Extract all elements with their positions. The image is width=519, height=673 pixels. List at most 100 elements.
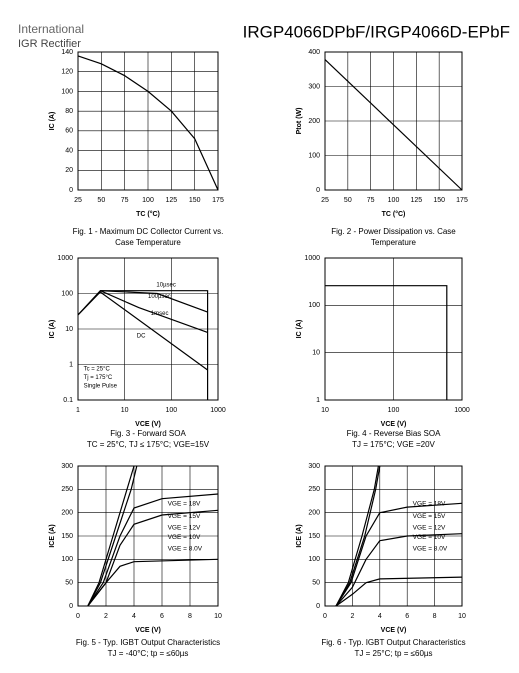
x-tick-label: 100 — [142, 197, 154, 204]
x-axis-label: VCE (V) — [381, 627, 407, 634]
x-tick-label: 175 — [456, 197, 468, 204]
y-tick-label: 100 — [308, 556, 320, 563]
x-tick-label: 6 — [405, 613, 409, 620]
x-tick-label: 6 — [160, 613, 164, 620]
curve — [77, 291, 208, 371]
x-tick-label: 50 — [344, 197, 352, 204]
y-tick-label: 50 — [65, 580, 73, 587]
x-axis-label: TC (°C) — [382, 210, 406, 218]
curve — [77, 55, 219, 191]
y-tick-label: 80 — [65, 108, 73, 115]
y-tick-label: 1000 — [57, 255, 73, 262]
y-tick-label: 200 — [61, 510, 73, 517]
annotation: 1msec — [151, 311, 169, 317]
y-tick-label: 300 — [61, 463, 73, 470]
y-tick-label: 40 — [65, 147, 73, 154]
curve — [100, 290, 208, 333]
x-tick-label: 125 — [410, 197, 422, 204]
plot-frame — [324, 257, 463, 401]
plot-frame — [324, 465, 463, 607]
y-axis-label: ICE (A) — [49, 524, 56, 547]
curve — [87, 558, 219, 607]
curve — [324, 59, 463, 191]
curve-label: VGE = 10V — [413, 534, 446, 541]
figure-caption: Fig. 4 - Reverse Bias SOA — [347, 429, 441, 438]
curve-label: VGE = 10V — [168, 534, 201, 541]
annotation: Single Pulse — [84, 383, 118, 389]
figure-caption: Fig. 5 - Typ. IGBT Output Characteristic… — [76, 638, 220, 647]
figure-caption: TJ = 175°C; VGE =20V — [352, 440, 435, 449]
x-tick-label: 8 — [433, 613, 437, 620]
y-tick-label: 100 — [308, 152, 320, 159]
curve — [100, 290, 208, 313]
curve-label: VGE = 8.0V — [413, 545, 448, 552]
curve — [335, 533, 463, 607]
curve — [335, 576, 463, 607]
x-tick-label: 2 — [104, 613, 108, 620]
figure-caption: TJ = -40°C; tp = ≤60µs — [108, 649, 189, 658]
x-axis-label: VCE (V) — [135, 627, 161, 634]
x-tick-label: 100 — [388, 407, 400, 414]
company-logo: IGR Rectifier — [18, 38, 81, 50]
figure-caption: Fig. 1 - Maximum DC Collector Current vs… — [73, 227, 224, 236]
annotation: 10µsec — [156, 283, 175, 289]
x-tick-label: 4 — [378, 613, 382, 620]
y-tick-label: 250 — [308, 486, 320, 493]
figure-caption: TC = 25°C, TJ ≤ 175°C; VGE=15V — [87, 440, 210, 449]
curve — [325, 285, 448, 400]
y-tick-label: 60 — [65, 128, 73, 135]
y-axis-label: Ptot (W) — [296, 108, 303, 135]
x-tick-label: 10 — [458, 613, 466, 620]
x-tick-label: 25 — [74, 197, 82, 204]
x-tick-label: 1000 — [454, 407, 470, 414]
x-tick-label: 100 — [165, 407, 177, 414]
y-tick-label: 10 — [65, 326, 73, 333]
y-tick-label: 200 — [308, 510, 320, 517]
y-axis-label: IC (A) — [296, 320, 303, 339]
y-tick-label: 400 — [308, 49, 320, 56]
x-tick-label: 175 — [212, 197, 224, 204]
x-tick-label: 150 — [433, 197, 445, 204]
x-axis-label: VCE (V) — [381, 421, 407, 428]
x-tick-label: 75 — [121, 197, 129, 204]
annotation: Tj = 175°C — [84, 375, 113, 381]
y-tick-label: 300 — [308, 83, 320, 90]
x-tick-label: 100 — [388, 197, 400, 204]
x-tick-label: 8 — [188, 613, 192, 620]
y-tick-label: 10 — [312, 350, 320, 357]
y-tick-label: 100 — [61, 88, 73, 95]
x-tick-label: 0 — [76, 613, 80, 620]
x-tick-label: 1 — [76, 407, 80, 414]
x-tick-label: 75 — [367, 197, 375, 204]
y-tick-label: 1000 — [304, 255, 320, 262]
curve-label: VGE = 15V — [168, 513, 201, 520]
x-tick-label: 1000 — [210, 407, 226, 414]
x-tick-label: 10 — [321, 407, 329, 414]
y-tick-label: 140 — [61, 49, 73, 56]
x-tick-label: 10 — [121, 407, 129, 414]
x-tick-label: 25 — [321, 197, 329, 204]
annotation: 100µsec — [148, 294, 171, 300]
plot-frame — [77, 465, 219, 607]
y-tick-label: 0 — [316, 603, 320, 610]
curve — [335, 465, 381, 607]
y-tick-label: 100 — [61, 556, 73, 563]
curve-label: VGE = 12V — [168, 524, 201, 531]
curve — [335, 465, 379, 607]
x-tick-label: 10 — [214, 613, 222, 620]
y-tick-label: 0 — [69, 603, 73, 610]
figure-caption: Case Temperature — [115, 238, 181, 247]
y-tick-label: 100 — [61, 290, 73, 297]
plot-frame — [324, 51, 463, 191]
x-tick-label: 2 — [350, 613, 354, 620]
y-tick-label: 250 — [61, 486, 73, 493]
x-tick-label: 0 — [323, 613, 327, 620]
y-tick-label: 50 — [312, 580, 320, 587]
x-tick-label: 150 — [189, 197, 201, 204]
curve — [87, 465, 135, 607]
x-axis-label: TC (°C) — [136, 210, 160, 218]
x-tick-label: 50 — [97, 197, 105, 204]
plot-frame — [77, 257, 219, 401]
